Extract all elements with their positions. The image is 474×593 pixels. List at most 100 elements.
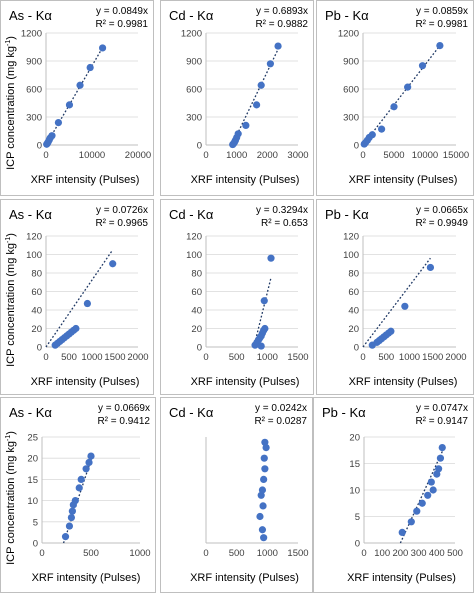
y-tick-label: 80 <box>348 269 359 280</box>
x-tick-label: 0 <box>360 352 365 363</box>
data-point <box>77 475 85 483</box>
r-squared: R² = 0.9949 <box>415 218 468 229</box>
x-tick-label: 10000 <box>79 150 105 161</box>
x-tick-label: 20000 <box>125 150 151 161</box>
y-tick-label: 0 <box>197 141 202 152</box>
x-tick-label: 1000 <box>226 150 247 161</box>
r-squared: R² = 0.0287 <box>254 416 307 427</box>
y-tick-label: 1200 <box>181 29 202 40</box>
chart-title: Pb - Kα <box>325 207 369 222</box>
chart-title: As - Kα <box>9 207 52 222</box>
data-point <box>407 518 415 526</box>
chart-title: Cd - Kα <box>169 207 214 222</box>
x-tick-label: 300 <box>411 548 427 559</box>
y-tick-label: 0 <box>33 539 38 550</box>
x-tick-label: 1000 <box>257 352 278 363</box>
data-point <box>426 263 435 272</box>
data-point <box>429 486 437 494</box>
data-point <box>401 302 409 310</box>
data-point <box>48 132 56 140</box>
r-squared: R² = 0.9147 <box>415 416 468 427</box>
y-tick-label: 10 <box>27 496 38 507</box>
chart-title: As - Kα <box>9 8 52 23</box>
chart-panel: 0 300 600 900 1200 0 1000 2000 3000 Cd - Kα y = 0.… <box>160 0 314 196</box>
x-axis-label: XRF intensity (Pulses) <box>31 174 140 186</box>
panel-border <box>160 397 313 593</box>
y-tick-label: 600 <box>26 85 42 96</box>
x-tick-label: 3000 <box>287 150 308 161</box>
trend-equation: y = 0.0669x <box>98 403 150 414</box>
x-axis-label: XRF intensity (Pulses) <box>31 376 140 388</box>
y-tick-label: 20 <box>349 433 360 444</box>
data-point <box>427 478 435 486</box>
x-tick-label: 2000 <box>127 352 148 363</box>
data-point <box>413 507 421 515</box>
x-tick-label: 400 <box>429 548 445 559</box>
x-tick-label: 500 <box>229 548 245 559</box>
r-squared: R² = 0.9981 <box>415 19 468 30</box>
y-tick-label: 300 <box>343 113 359 124</box>
chart-panel: 0 500 1000 1500 Cd - Kα y = 0.0242x R² = 0.028… <box>160 397 313 593</box>
trend-equation: y = 0.0726x <box>96 205 148 216</box>
x-axis-label: XRF intensity (Pulses) <box>349 174 458 186</box>
y-tick-label: 60 <box>348 287 359 298</box>
data-point <box>260 534 268 542</box>
y-tick-label: 300 <box>26 113 42 124</box>
trend-equation: y = 0.0747x <box>416 403 468 414</box>
data-point <box>109 260 117 268</box>
y-axis-label-row-3: ICP concentration (mg kg-1) <box>5 431 17 565</box>
data-point <box>256 512 264 521</box>
panel-border <box>316 199 474 395</box>
data-point <box>261 438 269 446</box>
data-point <box>261 465 269 473</box>
data-point <box>424 491 432 499</box>
x-tick-label: 1500 <box>287 548 308 559</box>
x-tick-label: 5000 <box>383 150 404 161</box>
y-axis-label-row-2: ICP concentration (mg kg-1) <box>5 233 17 367</box>
y-tick-label: 60 <box>31 287 42 298</box>
data-point <box>260 454 268 462</box>
data-point <box>67 513 75 522</box>
y-tick-label: 0 <box>354 343 359 354</box>
x-tick-label: 500 <box>447 548 463 559</box>
trendline <box>362 257 431 348</box>
x-tick-label: 1000 <box>129 548 150 559</box>
trendline <box>253 277 272 348</box>
x-tick-label: 10000 <box>412 150 438 161</box>
data-point <box>266 60 274 68</box>
data-point <box>257 81 265 89</box>
trendline <box>45 249 114 348</box>
data-point <box>260 297 268 305</box>
data-point <box>436 42 444 50</box>
y-tick-label: 120 <box>343 232 359 243</box>
data-point <box>438 444 446 452</box>
y-tick-label: 0 <box>37 343 42 354</box>
y-tick-label: 1200 <box>338 29 359 40</box>
data-point <box>54 119 63 127</box>
y-tick-label: 20 <box>191 324 202 335</box>
x-tick-label: 0 <box>43 352 48 363</box>
x-axis-label: XRF intensity (Pulses) <box>32 572 141 584</box>
data-point <box>82 465 90 473</box>
y-tick-label: 15 <box>349 459 360 470</box>
r-squared: R² = 0.9981 <box>95 19 148 30</box>
data-point <box>404 83 412 91</box>
chart-title: Pb - Kα <box>322 405 366 420</box>
y-tick-label: 100 <box>26 250 42 261</box>
data-point <box>76 81 84 89</box>
data-point <box>234 130 242 138</box>
data-point <box>86 63 94 72</box>
y-tick-label: 80 <box>31 269 42 280</box>
data-point <box>242 121 250 129</box>
data-point <box>259 502 267 510</box>
data-point <box>68 507 76 515</box>
trend-equation: y = 0.0849x <box>96 6 148 17</box>
chart-title: As - Kα <box>9 405 52 420</box>
data-point <box>71 497 79 505</box>
y-tick-label: 15 <box>27 475 38 486</box>
x-tick-label: 0 <box>203 150 208 161</box>
chart-title: Cd - Kα <box>169 8 214 23</box>
data-point <box>83 299 91 308</box>
chart-panel: 0 20 40 60 80 100 120 0 500 1000 1500 2000 As - Kα y … <box>0 199 154 395</box>
